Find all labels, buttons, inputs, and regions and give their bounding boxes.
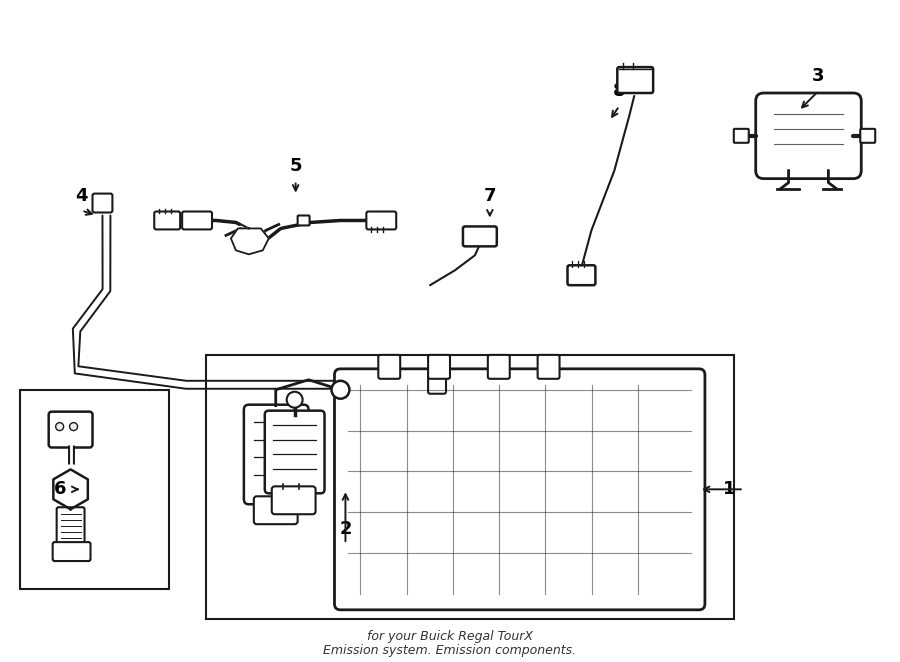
FancyBboxPatch shape [335,369,705,610]
Bar [206,355,734,619]
FancyBboxPatch shape [154,211,180,230]
Circle shape [331,381,349,399]
FancyBboxPatch shape [568,265,596,285]
FancyBboxPatch shape [378,355,400,379]
FancyBboxPatch shape [463,226,497,246]
FancyBboxPatch shape [537,355,560,379]
FancyBboxPatch shape [756,93,861,179]
FancyBboxPatch shape [265,410,325,493]
FancyBboxPatch shape [53,542,91,561]
Circle shape [69,422,77,430]
FancyBboxPatch shape [428,376,446,394]
FancyBboxPatch shape [298,216,310,226]
FancyBboxPatch shape [860,129,875,143]
FancyBboxPatch shape [428,355,450,379]
FancyBboxPatch shape [366,211,396,230]
FancyBboxPatch shape [272,487,316,514]
Polygon shape [53,469,88,509]
FancyBboxPatch shape [734,129,749,143]
FancyBboxPatch shape [244,404,309,504]
FancyBboxPatch shape [182,211,212,230]
FancyBboxPatch shape [57,507,85,546]
Text: 2: 2 [339,520,352,538]
Polygon shape [231,228,269,254]
Circle shape [56,422,64,430]
Bar [20,390,169,589]
FancyBboxPatch shape [488,355,509,379]
Text: Emission system. Emission components.: Emission system. Emission components. [323,644,577,657]
Text: 5: 5 [290,157,302,175]
Text: 6: 6 [53,481,66,498]
Text: 8: 8 [613,82,626,100]
Text: 1: 1 [723,481,735,498]
FancyBboxPatch shape [254,496,298,524]
FancyBboxPatch shape [617,67,653,93]
Circle shape [287,392,302,408]
FancyBboxPatch shape [93,193,112,213]
FancyBboxPatch shape [49,412,93,448]
Text: for your Buick Regal TourX: for your Buick Regal TourX [367,630,533,643]
Text: 3: 3 [812,67,824,85]
Text: 4: 4 [76,187,88,205]
Text: 7: 7 [483,187,496,205]
